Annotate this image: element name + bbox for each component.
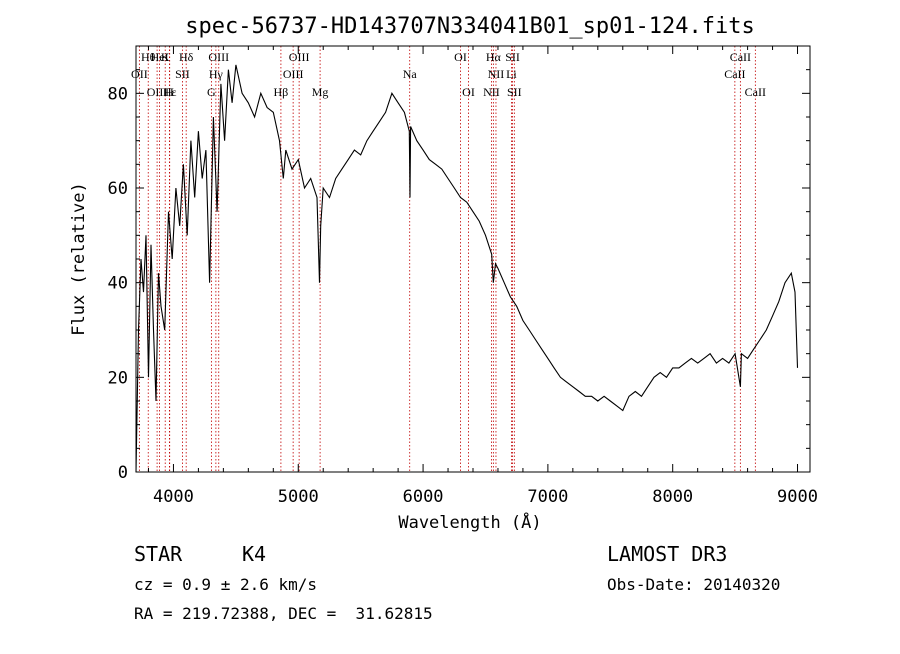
line-marker-label: Li (506, 67, 517, 81)
line-marker-label: Mg (312, 85, 329, 99)
line-marker-label: NII (488, 67, 505, 81)
line-marker-label: Hδ (179, 50, 194, 64)
y-tick-label: 80 (108, 84, 128, 104)
y-axis-label: Flux (relative) (69, 182, 89, 336)
y-axis: 0 20 40 60 80 (108, 69, 810, 483)
line-marker-label: OI (454, 50, 467, 64)
line-marker-label: CaII (745, 85, 766, 99)
survey-name: LAMOST DR3 (607, 542, 727, 566)
line-marker-label: Hβ (274, 85, 289, 99)
line-marker-label: Hα (486, 50, 502, 64)
x-tick-label: 9000 (777, 487, 818, 507)
line-marker-label: HeI (151, 50, 169, 64)
line-marker-label: OIII (283, 67, 304, 81)
spectrum-series-line (135, 64, 799, 473)
line-marker-label: OIII (289, 50, 310, 64)
x-tick-label: 6000 (403, 487, 444, 507)
line-marker-label: OIII (208, 50, 229, 64)
line-marker-label: NII (483, 85, 500, 99)
object-class: STAR (134, 542, 183, 566)
line-marker-label: K (161, 50, 170, 64)
obs-date-text: Obs-Date: 20140320 (607, 575, 780, 594)
line-marker-label: Hθ (141, 50, 156, 64)
x-axis: 4000 5000 6000 7000 8000 9000 (147, 46, 818, 507)
redshift-text: cz = 0.9 ± 2.6 km/s (134, 575, 317, 594)
line-marker-label: OIII (147, 85, 168, 99)
y-tick-label: 20 (108, 368, 128, 388)
x-tick-label: 7000 (527, 487, 568, 507)
y-tick-label: 60 (108, 179, 128, 199)
line-marker-label: OI (462, 85, 475, 99)
radec-text: RA = 219.72388, DEC = 31.62815 (134, 604, 433, 623)
line-marker-label: G (207, 85, 216, 99)
line-marker-label: Hγ (209, 67, 224, 81)
line-marker-label: CaII (730, 50, 751, 64)
line-marker-label: Na (403, 67, 418, 81)
chart-title: spec-56737-HD143707N334041B01_sp01-124.f… (185, 14, 755, 39)
line-marker-label: H (165, 85, 174, 99)
y-tick-label: 0 (118, 463, 128, 483)
line-marker-label: SII (507, 85, 522, 99)
line-marker-label: SII (505, 50, 520, 64)
y-tick-label: 40 (108, 274, 128, 294)
line-markers (138, 46, 756, 472)
x-axis-label: Wavelength (Å) (398, 511, 541, 533)
x-tick-label: 8000 (652, 487, 693, 507)
x-tick-label: 5000 (278, 487, 319, 507)
line-marker-label: Hε (163, 85, 177, 99)
line-marker-label: CaII (724, 67, 745, 81)
line-marker-label: SII (175, 67, 190, 81)
object-subclass: K4 (242, 542, 266, 566)
line-marker-label: OII (131, 67, 148, 81)
x-tick-label: 4000 (153, 487, 194, 507)
plot-frame (135, 45, 811, 473)
